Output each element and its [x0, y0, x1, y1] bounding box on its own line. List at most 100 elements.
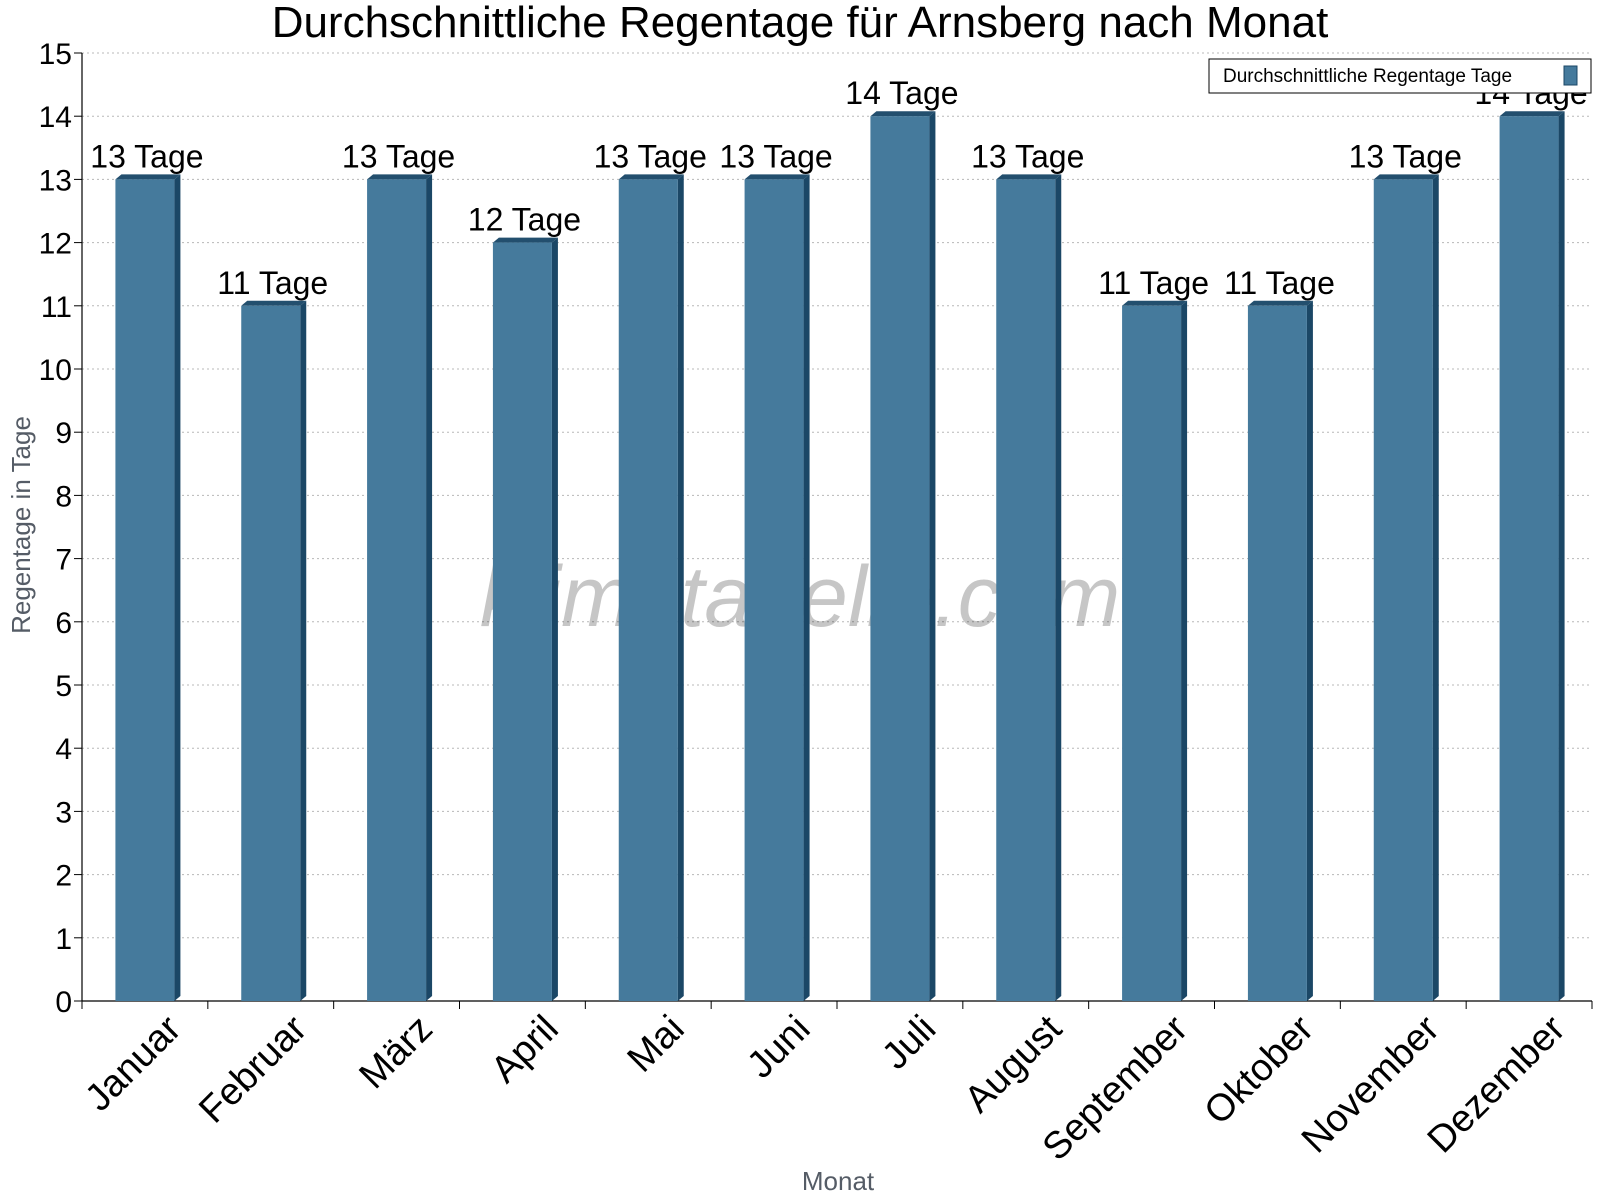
- bar-april: [492, 237, 558, 1002]
- bar-front: [367, 179, 427, 1001]
- bar-november: [1373, 174, 1439, 1001]
- y-tick-label: 14: [39, 101, 72, 134]
- y-tick-label: 13: [39, 164, 72, 197]
- legend-label: Durchschnittliche Regentage Tage: [1223, 66, 1512, 87]
- data-label: 13 Tage: [90, 138, 203, 174]
- bar-top: [367, 174, 433, 180]
- bar-side: [426, 174, 433, 1001]
- bar-front: [115, 179, 175, 1001]
- bar-top: [1247, 300, 1313, 306]
- axes: [74, 52, 1593, 1009]
- legend-box: [1208, 58, 1592, 94]
- bar-side: [551, 237, 558, 1002]
- bar-front: [1373, 179, 1433, 1001]
- data-label: 13 Tage: [342, 138, 455, 174]
- bar-top: [115, 174, 181, 180]
- bar-dezember: [1499, 111, 1565, 1001]
- data-label: 11 Tage: [1098, 265, 1209, 301]
- y-tick-label: 12: [39, 228, 72, 261]
- bar-august: [996, 174, 1062, 1001]
- x-tick-label: August: [957, 1007, 1071, 1121]
- y-tick-label: 9: [55, 417, 72, 450]
- bar-top: [1122, 300, 1188, 306]
- x-tick-label: Juli: [874, 1008, 944, 1078]
- data-labels: 13 Tage 11 Tage 13 Tage 12 Tage 13 Tage 13 Ta…: [90, 75, 1587, 301]
- y-tick-label: 5: [55, 670, 72, 703]
- legend-swatch: [1563, 65, 1578, 86]
- grid-lines: [82, 52, 1592, 939]
- bar-mai: [618, 174, 684, 1001]
- x-tick-label: Februar: [191, 1007, 315, 1131]
- y-axis-label: Regentage in Tage: [6, 416, 36, 634]
- data-label: 11 Tage: [217, 265, 328, 301]
- y-tick-label: 10: [39, 354, 72, 387]
- bar-side: [1306, 300, 1313, 1001]
- data-label: 14 Tage: [845, 75, 958, 111]
- bars: [115, 111, 1565, 1002]
- bar-front: [1499, 116, 1559, 1001]
- x-tick-labels: Januar Februar März April Mai Juni Juli AugustS…: [77, 1007, 1573, 1168]
- bar-februar: [241, 300, 307, 1001]
- data-label: 11 Tage: [1224, 265, 1335, 301]
- bar-top: [1373, 174, 1439, 180]
- bar-front: [618, 179, 678, 1001]
- x-tick-label: Januar: [77, 1007, 189, 1119]
- bar-side: [1181, 300, 1188, 1001]
- data-label: 13 Tage: [971, 138, 1084, 174]
- bar-top: [241, 300, 307, 306]
- bar-januar: [115, 174, 181, 1001]
- bar-side: [1558, 111, 1565, 1001]
- x-axis-label: Monat: [802, 1166, 875, 1196]
- data-label: 12 Tage: [468, 202, 581, 238]
- bar-front: [1122, 305, 1182, 1001]
- bar-top: [618, 174, 684, 180]
- chart-title: Durchschnittliche Regentage für Arnsberg…: [272, 0, 1329, 47]
- bar-oktober: [1247, 300, 1313, 1001]
- data-label: 13 Tage: [719, 138, 832, 174]
- bar-front: [744, 179, 804, 1001]
- bar-top: [996, 174, 1062, 180]
- bar-front: [870, 116, 930, 1001]
- y-tick-label: 7: [55, 544, 72, 577]
- bar-top: [1499, 111, 1565, 117]
- bar-side: [803, 174, 810, 1001]
- x-tick-label: Dezember: [1420, 1007, 1574, 1161]
- y-tick-label: 8: [55, 480, 72, 513]
- bar-front: [492, 242, 552, 1002]
- bar-front: [996, 179, 1056, 1001]
- bar-top: [870, 111, 936, 117]
- bar-side: [174, 174, 181, 1001]
- x-tick-label: November: [1294, 1007, 1448, 1161]
- bar-front: [241, 305, 301, 1001]
- bar-front: [1247, 305, 1307, 1001]
- y-tick-label: 15: [39, 38, 72, 71]
- bar-juli: [870, 111, 936, 1001]
- legend: Durchschnittliche Regentage Tage: [1208, 58, 1592, 94]
- y-tick-label: 4: [55, 733, 72, 766]
- bar-side: [300, 300, 307, 1001]
- bar-side: [1055, 174, 1062, 1001]
- bar-top: [492, 237, 558, 243]
- bar-september: [1122, 300, 1188, 1001]
- x-tick-label: Mai: [620, 1008, 693, 1081]
- x-tick-label: April: [483, 1008, 566, 1091]
- x-tick-label: März: [352, 1008, 441, 1097]
- bar-side: [1432, 174, 1439, 1001]
- y-tick-label: 11: [41, 291, 72, 324]
- y-tick-label: 2: [55, 860, 72, 893]
- x-tick-label: Juni: [739, 1008, 818, 1087]
- y-tick-label: 3: [55, 796, 72, 829]
- y-tick-label: 6: [55, 607, 72, 640]
- bar-top: [744, 174, 810, 180]
- y-tick-label: 1: [55, 923, 72, 956]
- data-label: 13 Tage: [1349, 138, 1462, 174]
- bar-märz: [367, 174, 433, 1001]
- bar-juni: [744, 174, 810, 1001]
- y-tick-label: 0: [55, 986, 72, 1019]
- data-label: 13 Tage: [594, 138, 707, 174]
- bar-side: [929, 111, 936, 1001]
- x-tick-label: Oktober: [1197, 1007, 1323, 1133]
- bar-side: [677, 174, 684, 1001]
